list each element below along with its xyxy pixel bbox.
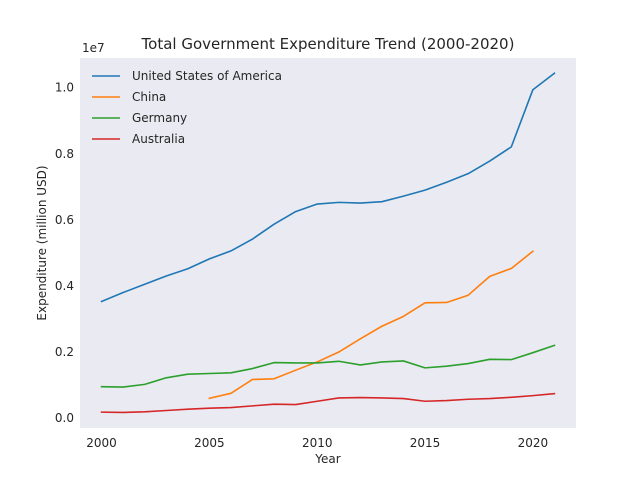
y-offset-label: 1e7 <box>82 41 105 55</box>
series-line-china <box>208 250 534 400</box>
series-layer <box>100 72 556 414</box>
y-tick-label: 0.4 <box>55 279 74 293</box>
x-tick-label: 2020 <box>518 436 549 450</box>
legend-label: Germany <box>132 111 187 125</box>
x-tick-label: 2010 <box>302 436 333 450</box>
y-tick-label: 1.0 <box>55 81 74 95</box>
y-axis-label: Expenditure (million USD) <box>35 165 49 320</box>
x-tick-label: 2005 <box>194 436 225 450</box>
y-ticks: 0.0 0.2 0.4 0.6 0.8 1.0 <box>55 81 74 425</box>
y-tick-label: 0.2 <box>55 345 74 359</box>
legend-label: Australia <box>132 132 185 146</box>
series-line-germany <box>100 344 556 388</box>
plot-background <box>80 58 576 428</box>
x-tick-label: 2015 <box>410 436 441 450</box>
legend-label: United States of America <box>132 69 282 83</box>
x-tick-label: 2000 <box>86 436 117 450</box>
x-axis-label: Year <box>314 452 340 466</box>
x-ticks: 2000 2005 2010 2015 2020 <box>86 436 548 450</box>
series-line-united-states-of-america <box>100 72 556 303</box>
chart-title: Total Government Expenditure Trend (2000… <box>141 35 515 53</box>
y-tick-label: 0.6 <box>55 213 74 227</box>
series-line-australia <box>100 392 556 414</box>
y-tick-label: 0.0 <box>55 411 74 425</box>
y-tick-label: 0.8 <box>55 147 74 161</box>
legend: United States of America China Germany Aust… <box>92 69 282 146</box>
legend-label: China <box>132 90 166 104</box>
